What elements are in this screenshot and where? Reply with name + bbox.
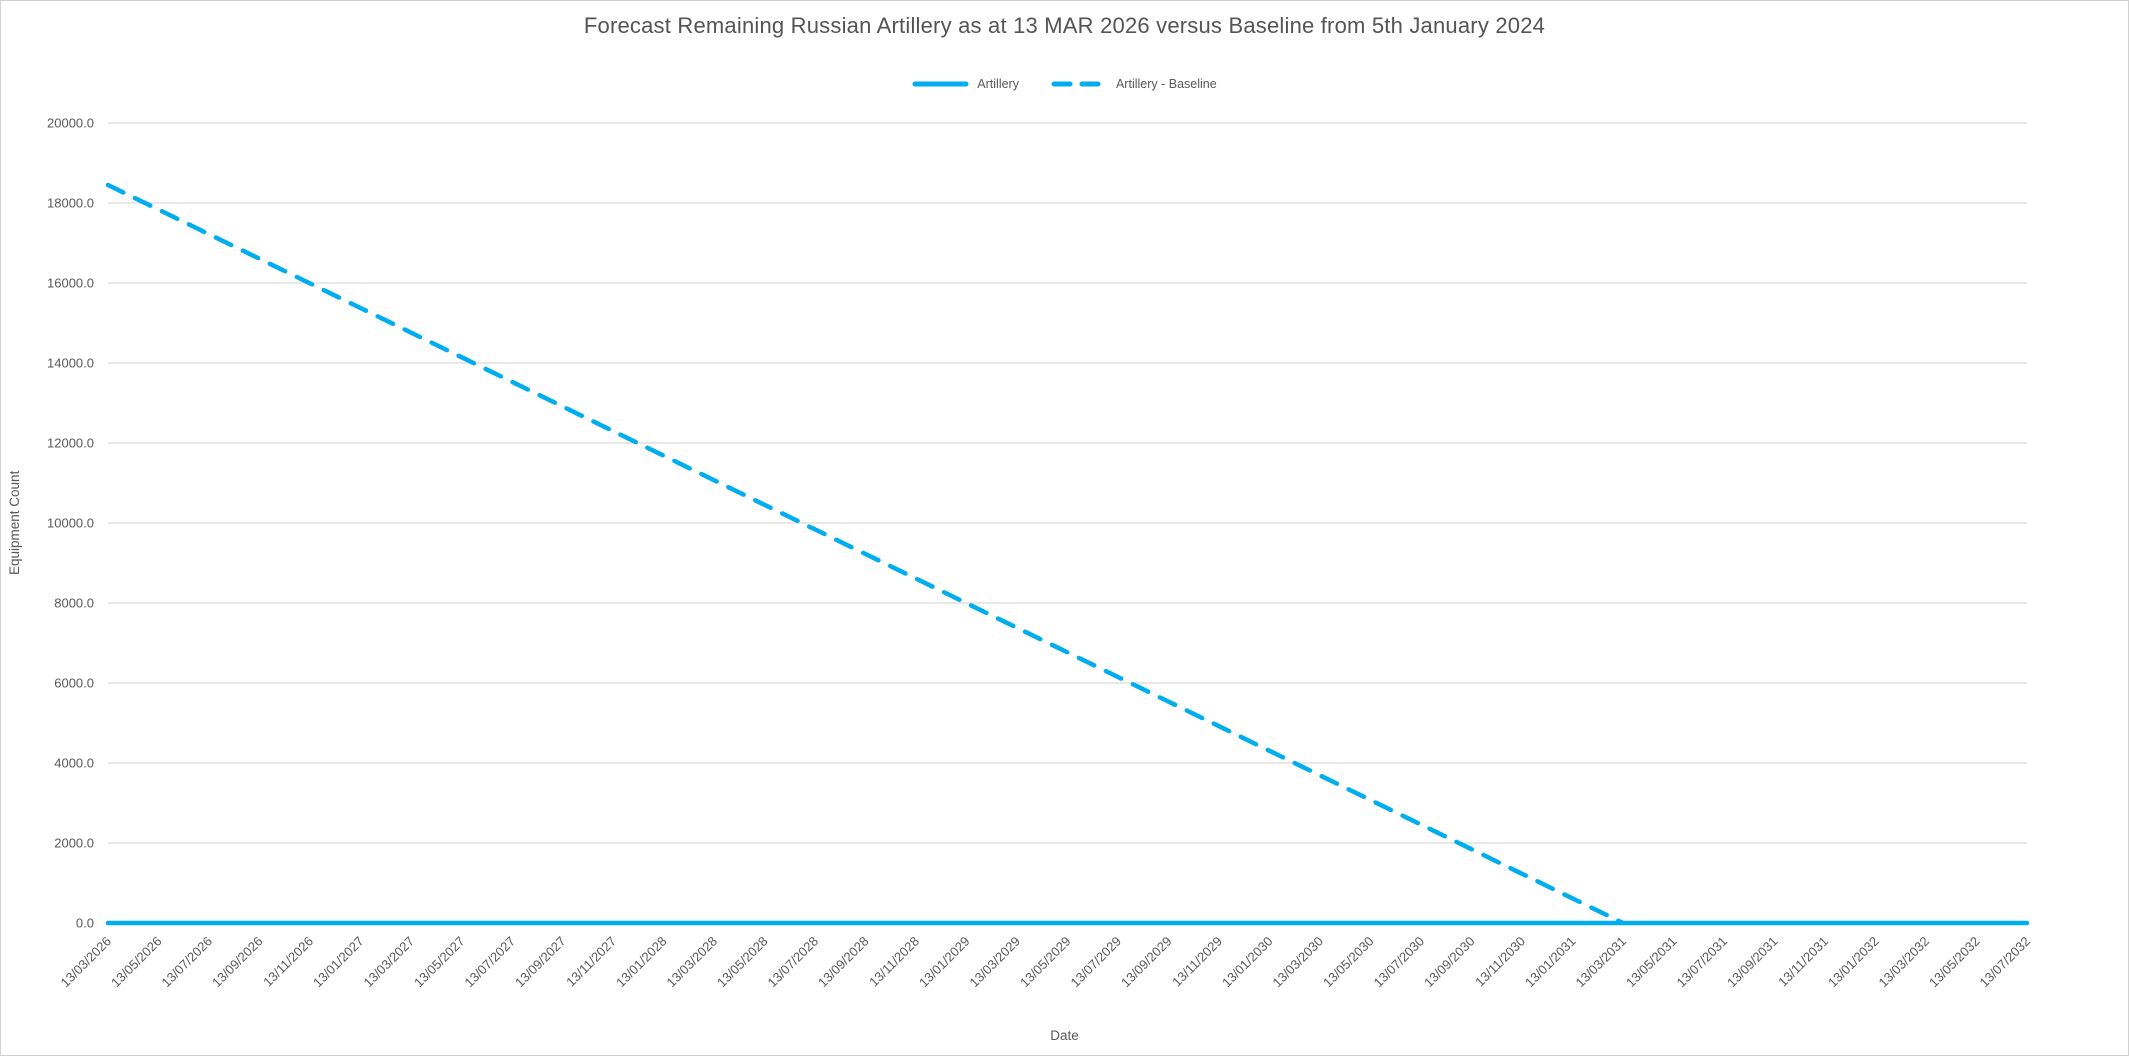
y-tick-label: 8000.0 (54, 596, 94, 611)
x-tick-label: 13/09/2031 (1724, 934, 1781, 991)
x-tick-label: 13/11/2030 (1472, 934, 1528, 990)
x-tick-label: 13/07/2026 (158, 934, 215, 991)
x-tick-label: 13/03/2029 (966, 934, 1023, 991)
x-tick-label: 13/05/2027 (411, 934, 468, 991)
y-axis-title: Equipment Count (7, 470, 22, 576)
x-tick-label: 13/05/2032 (1926, 934, 1983, 991)
x-tick-label: 13/09/2027 (512, 934, 569, 991)
y-tick-label: 16000.0 (47, 276, 94, 291)
x-tick-label: 13/05/2026 (108, 934, 165, 991)
x-tick-label: 13/09/2028 (815, 934, 872, 991)
x-tick-label: 13/11/2027 (563, 934, 619, 990)
chart-title: Forecast Remaining Russian Artillery as … (583, 13, 1546, 38)
y-tick-label: 18000.0 (47, 196, 94, 211)
y-tick-label: 6000.0 (54, 676, 94, 691)
legend-item-artillery: Artillery (912, 77, 1019, 91)
x-tick-label: 13/09/2026 (209, 934, 266, 991)
x-tick-label: 13/03/2026 (57, 934, 114, 991)
legend-label: Artillery (977, 77, 1019, 91)
x-tick-label: 13/01/2030 (1219, 934, 1276, 991)
x-tick-label: 13/11/2026 (260, 934, 316, 990)
x-tick-label: 13/09/2030 (1421, 934, 1478, 991)
x-tick-label: 13/11/2031 (1775, 934, 1831, 990)
x-tick-label: 13/05/2030 (1320, 934, 1377, 991)
x-tick-label: 13/07/2031 (1673, 934, 1730, 991)
x-tick-label: 13/05/2028 (714, 934, 771, 991)
x-tick-label: 13/11/2028 (866, 934, 922, 990)
legend-label: Artillery - Baseline (1115, 77, 1217, 91)
x-tick-label: 13/11/2029 (1169, 934, 1225, 990)
dashed-line-swatch-icon (1051, 81, 1108, 87)
x-tick-label: 13/07/2032 (1976, 934, 2033, 991)
x-tick-label: 13/03/2032 (1875, 934, 1932, 991)
y-tick-label: 0.0 (76, 916, 94, 931)
x-tick-label: 13/07/2029 (1067, 934, 1124, 991)
y-tick-label: 14000.0 (47, 356, 94, 371)
x-tick-label: 13/01/2031 (1522, 934, 1579, 991)
x-tick-label: 13/03/2028 (663, 934, 720, 991)
x-tick-label: 13/07/2027 (461, 934, 518, 991)
x-tick-label: 13/01/2029 (916, 934, 973, 991)
x-axis-title: Date (1050, 1028, 1079, 1043)
x-tick-label: 13/03/2030 (1269, 934, 1326, 991)
x-tick-label: 13/03/2027 (360, 934, 417, 991)
solid-line-swatch-icon (912, 81, 969, 87)
x-tick-label: 13/09/2029 (1118, 934, 1175, 991)
legend: Artillery Artillery - Baseline (1, 77, 2128, 91)
x-tick-label: 13/05/2029 (1017, 934, 1074, 991)
x-tick-label: 13/07/2028 (764, 934, 821, 991)
x-tick-label: 13/07/2030 (1370, 934, 1427, 991)
y-tick-label: 4000.0 (54, 756, 94, 771)
y-tick-label: 10000.0 (47, 516, 94, 531)
y-tick-label: 20000.0 (47, 116, 94, 131)
x-tick-label: 13/03/2031 (1572, 934, 1629, 991)
series-line-artillery-baseline (105, 182, 1626, 926)
legend-item-artillery-baseline: Artillery - Baseline (1051, 77, 1217, 91)
x-tick-label: 13/01/2027 (310, 934, 367, 991)
x-tick-label: 13/01/2028 (613, 934, 670, 991)
x-tick-label: 13/05/2031 (1623, 934, 1680, 991)
x-tick-label: 13/01/2032 (1825, 934, 1882, 991)
y-tick-label: 12000.0 (47, 436, 94, 451)
y-tick-label: 2000.0 (54, 836, 94, 851)
